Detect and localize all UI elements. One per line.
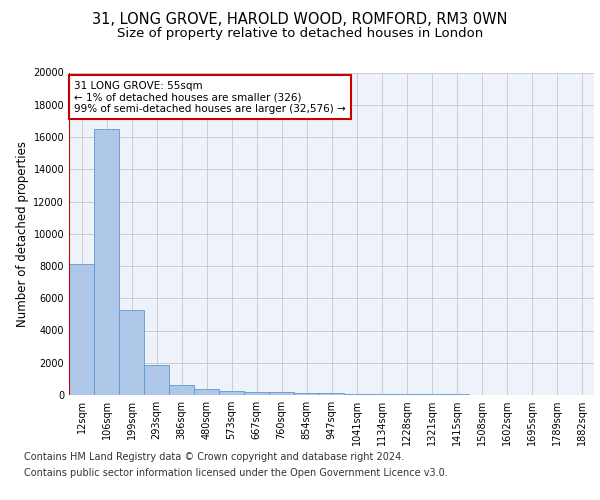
Text: 31, LONG GROVE, HAROLD WOOD, ROMFORD, RM3 0WN: 31, LONG GROVE, HAROLD WOOD, ROMFORD, RM… [92,12,508,28]
Bar [394,394,419,395]
Bar [344,394,369,395]
Text: Size of property relative to detached houses in London: Size of property relative to detached ho… [117,28,483,40]
Bar [419,394,444,395]
Text: 31 LONG GROVE: 55sqm
← 1% of detached houses are smaller (326)
99% of semi-detac: 31 LONG GROVE: 55sqm ← 1% of detached ho… [74,80,346,114]
Bar [444,394,469,395]
Y-axis label: Number of detached properties: Number of detached properties [16,141,29,327]
Bar [294,392,319,395]
Text: Contains public sector information licensed under the Open Government Licence v3: Contains public sector information licen… [24,468,448,477]
Bar [194,390,219,395]
Bar [144,365,169,395]
Bar [244,392,269,395]
Bar [94,129,119,395]
Bar [69,264,94,395]
Bar [369,394,394,395]
Bar [269,392,294,395]
Bar [169,384,194,395]
Bar [319,394,344,395]
Bar [219,391,244,395]
Text: Contains HM Land Registry data © Crown copyright and database right 2024.: Contains HM Land Registry data © Crown c… [24,452,404,462]
Bar [119,310,144,395]
